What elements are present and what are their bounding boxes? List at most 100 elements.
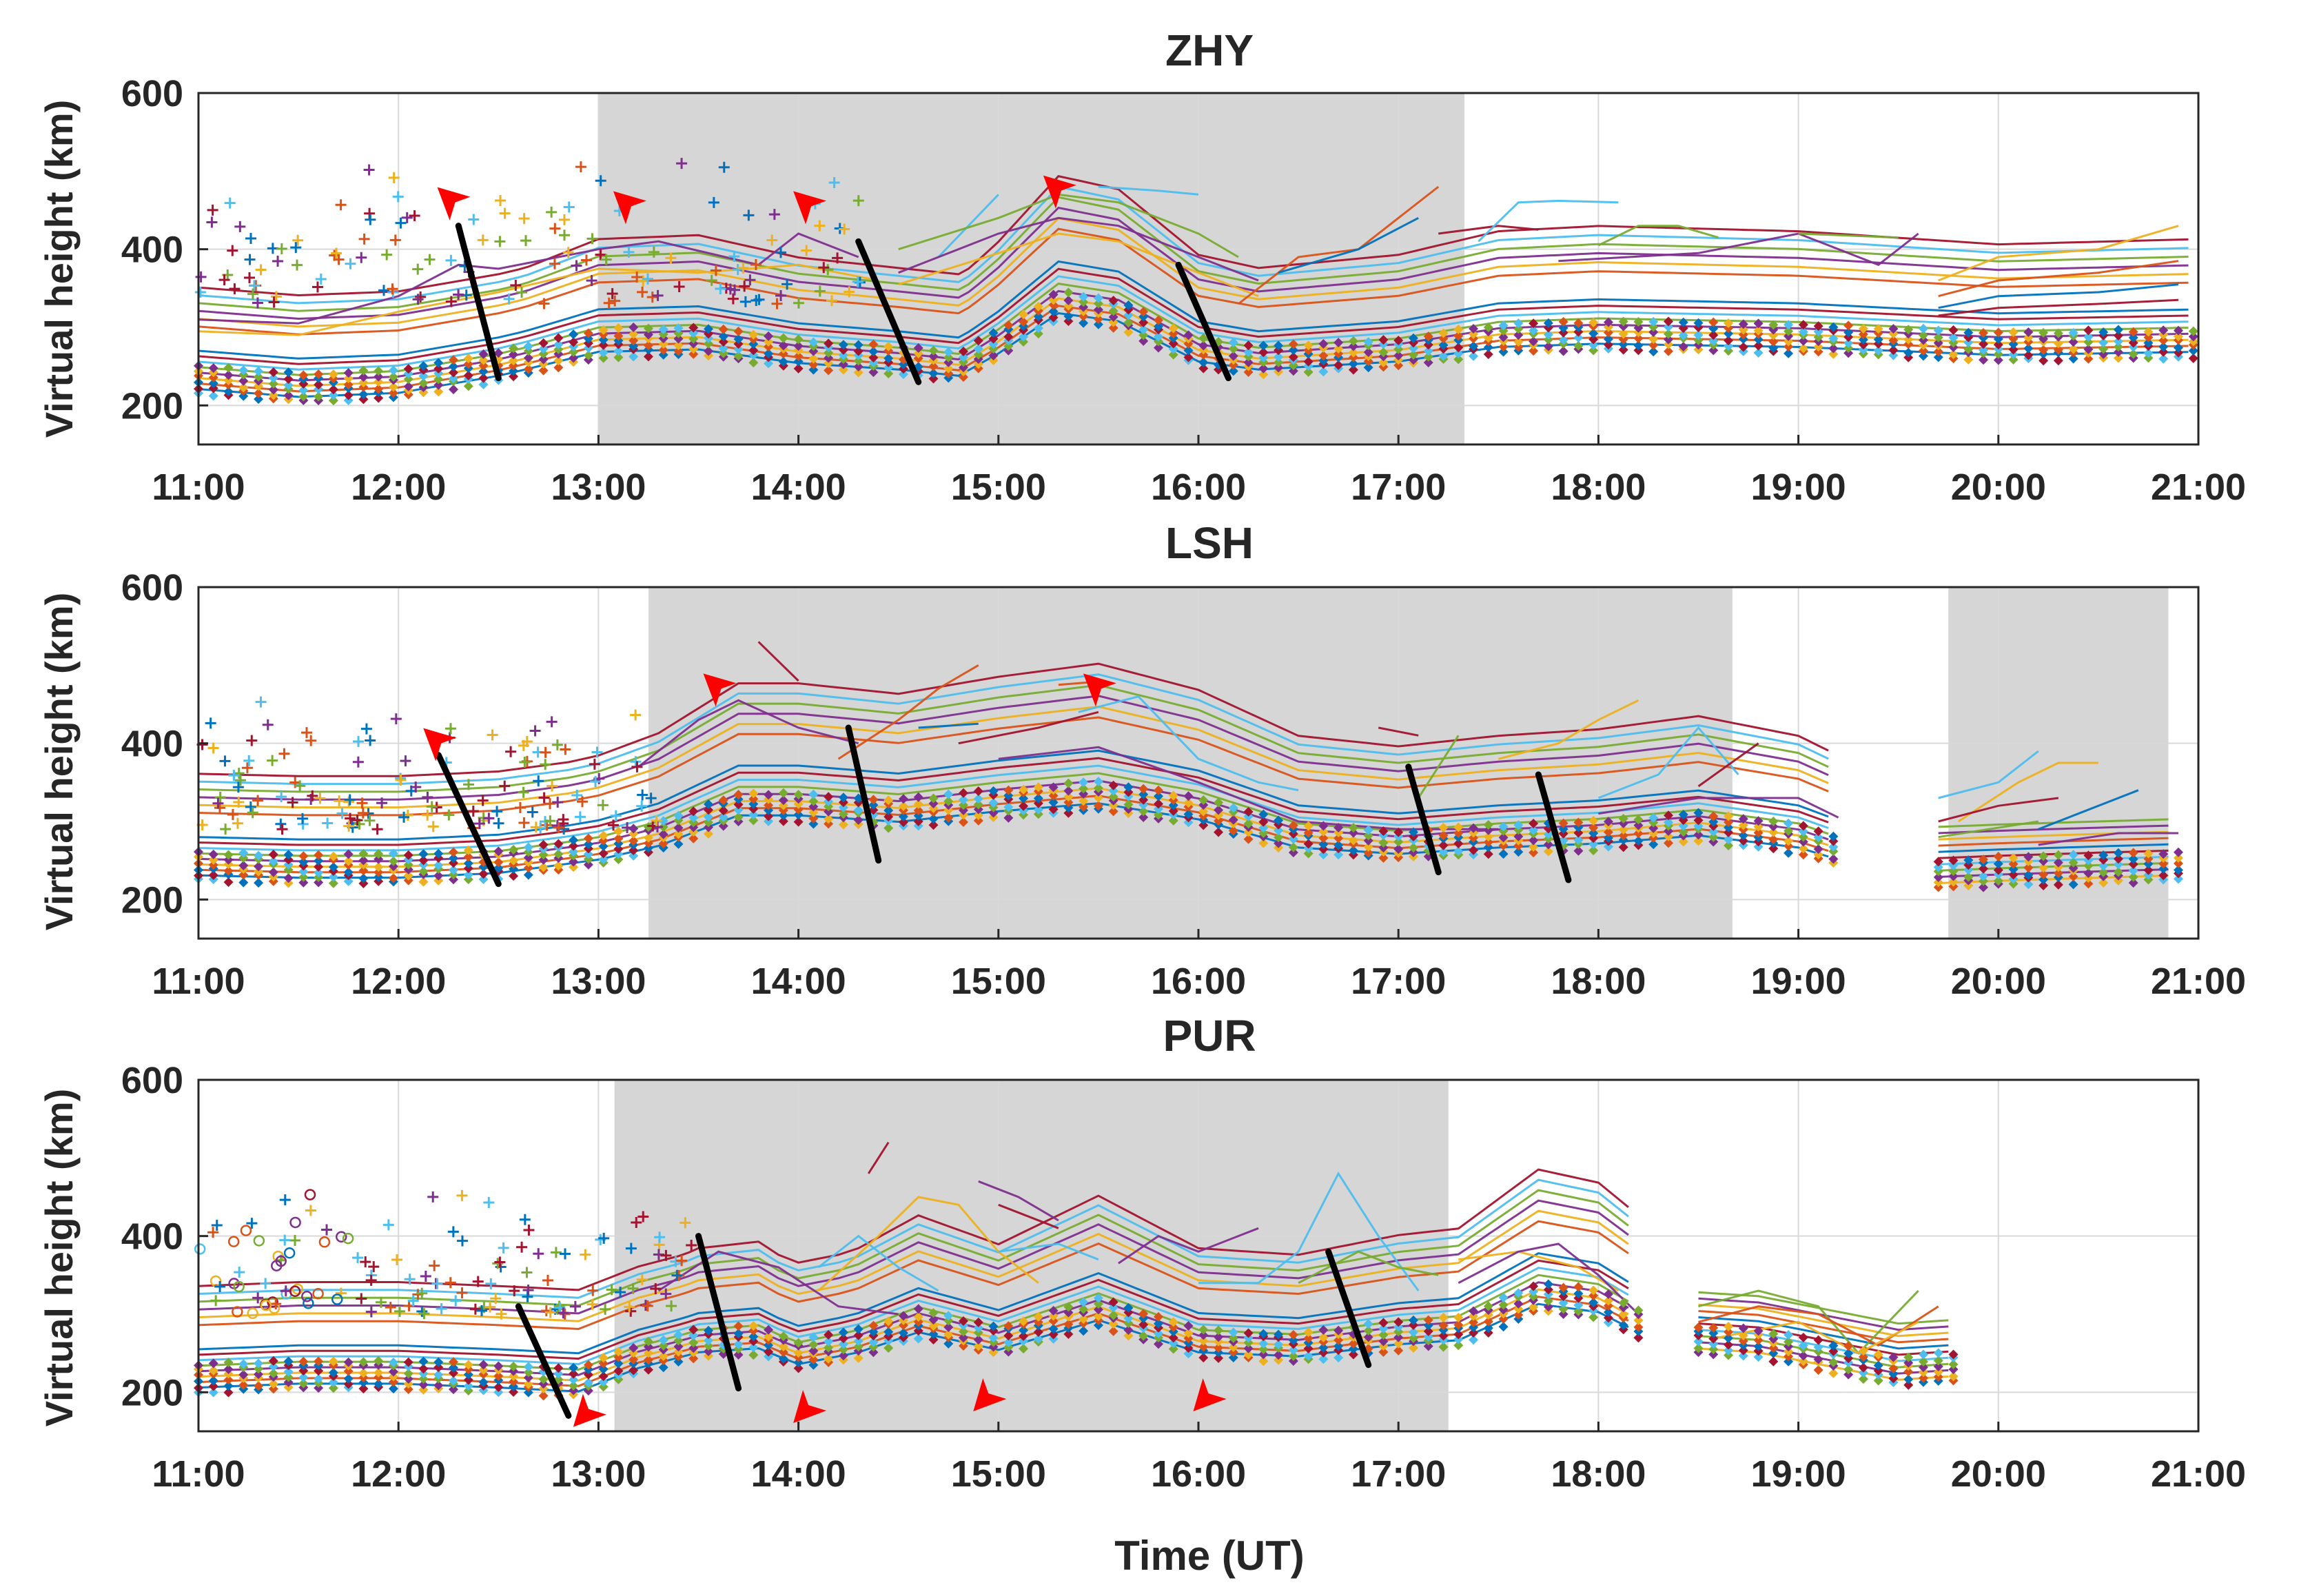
plus-marker <box>212 797 224 809</box>
diamond-marker <box>913 805 923 815</box>
diamond-marker <box>1168 338 1178 349</box>
plus-marker <box>360 1256 371 1268</box>
diamond-marker <box>1903 1358 1914 1368</box>
diamond-marker <box>1933 1367 1943 1377</box>
diamond-marker <box>973 344 983 354</box>
circle-marker <box>312 1288 324 1300</box>
diamond-marker <box>973 1317 983 1327</box>
diamond-marker <box>613 346 624 356</box>
diamond-marker <box>254 1364 264 1374</box>
plus-marker <box>826 295 837 307</box>
diamond-marker <box>1979 876 1989 886</box>
diamond-marker <box>388 856 398 866</box>
diamond-marker <box>1784 818 1794 828</box>
diamond-marker <box>238 861 249 871</box>
diamond-marker <box>1933 872 1943 883</box>
upper-trace <box>898 193 1239 258</box>
diamond-marker <box>748 815 759 826</box>
diamond-marker <box>704 346 714 356</box>
diamond-marker <box>1033 1311 1043 1322</box>
iso-frequency-trace <box>198 206 2189 320</box>
plus-marker <box>615 1287 626 1298</box>
diamond-marker <box>1663 322 1673 332</box>
diamond-marker <box>569 846 579 857</box>
diamond-marker <box>1093 314 1103 324</box>
diamond-marker <box>1498 342 1509 352</box>
red-arrowhead <box>703 673 737 707</box>
diamond-marker <box>1348 823 1358 833</box>
diamond-marker <box>403 364 413 374</box>
diamond-marker <box>1214 1342 1224 1353</box>
diamond-marker <box>1663 826 1673 836</box>
plus-marker <box>844 286 855 298</box>
diamond-marker <box>1393 1345 1404 1355</box>
diamond-marker <box>374 1355 384 1366</box>
diamond-marker <box>493 857 504 868</box>
plus-marker <box>587 1285 599 1296</box>
diamond-marker <box>223 850 234 860</box>
plus-marker <box>732 264 744 276</box>
diamond-marker <box>793 334 804 345</box>
diamond-marker <box>509 1387 519 1398</box>
plus-marker <box>603 297 615 309</box>
diamond-marker <box>1784 320 1794 330</box>
diamond-marker <box>613 826 624 837</box>
diamond-marker <box>1513 847 1524 857</box>
plus-marker <box>401 212 413 223</box>
diamond-marker <box>2039 334 2049 344</box>
diamond-marker <box>913 1333 923 1344</box>
diamond-marker <box>733 326 744 336</box>
diamond-marker <box>238 1359 249 1369</box>
diamond-marker <box>254 866 264 877</box>
plus-marker <box>290 242 302 254</box>
iso-frequency-trace <box>1698 1303 1949 1338</box>
diamond-marker <box>569 1369 579 1379</box>
diamond-marker <box>943 363 954 374</box>
diamond-marker <box>314 1373 324 1384</box>
diamond-marker <box>838 365 848 375</box>
diamond-marker <box>1633 836 1644 846</box>
diamond-marker <box>463 1360 473 1370</box>
diamond-marker <box>988 339 999 349</box>
diamond-marker <box>1738 820 1748 830</box>
diamond-marker <box>2128 872 2138 882</box>
diamond-marker <box>1318 821 1329 831</box>
diamond-marker <box>1993 859 2003 869</box>
diamond-marker <box>1573 340 1584 351</box>
diamond-marker <box>328 1367 338 1378</box>
diamond-marker <box>1363 848 1373 858</box>
diamond-marker <box>1768 1329 1779 1339</box>
diamond-marker <box>793 1348 804 1358</box>
diamond-marker <box>1123 310 1134 320</box>
plus-marker <box>750 295 762 307</box>
diamond-marker <box>598 830 609 841</box>
diamond-marker <box>1558 317 1569 327</box>
diamond-marker <box>509 371 519 382</box>
diamond-marker <box>613 855 624 865</box>
x-tick-label: 13:00 <box>551 961 646 1002</box>
diamond-marker <box>1933 1361 1943 1371</box>
diamond-marker <box>1214 816 1224 826</box>
diamond-marker <box>1469 1322 1479 1333</box>
diamond-marker <box>808 1354 819 1364</box>
diamond-marker <box>2083 331 2094 342</box>
diamond-marker <box>883 806 894 816</box>
diamond-marker <box>613 352 624 362</box>
x-tick-label: 12:00 <box>351 1453 446 1495</box>
plus-marker <box>287 797 298 808</box>
diamond-marker <box>2098 327 2109 338</box>
diamond-marker <box>1843 348 1854 358</box>
diamond-marker <box>298 1372 309 1382</box>
diamond-marker <box>1258 363 1269 374</box>
diamond-marker <box>433 875 444 886</box>
diamond-marker <box>238 382 249 393</box>
diamond-marker <box>1858 345 1868 355</box>
diamond-marker <box>223 376 234 386</box>
diamond-marker <box>328 396 338 406</box>
red-arrowhead <box>423 728 457 761</box>
diamond-marker <box>1363 347 1373 358</box>
diamond-marker <box>1393 1322 1404 1332</box>
diamond-marker <box>1724 822 1734 832</box>
plus-marker <box>586 1298 598 1310</box>
diamond-marker <box>1498 320 1509 331</box>
